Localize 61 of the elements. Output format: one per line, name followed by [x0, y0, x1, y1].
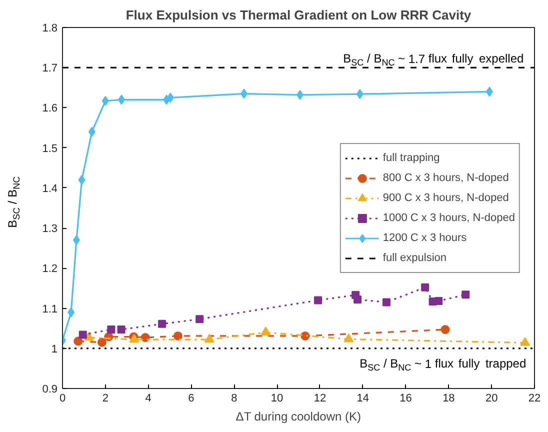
y-tick-label: 1.1: [42, 303, 58, 316]
x-axis-title: ΔT during cooldown (K): [236, 410, 361, 424]
point: [173, 331, 182, 340]
legend-label: 1200 C x 3 hours: [382, 230, 467, 244]
y-tick-label: 0.9: [42, 384, 58, 396]
point: [68, 307, 75, 318]
point: [260, 326, 271, 336]
legend-label: 900 C x 3 hours, N-doped: [382, 190, 509, 204]
x-tick-label: 0: [59, 392, 66, 404]
y-axis-title: BSC / BNC: [6, 176, 22, 228]
x-tick-label: 4: [145, 392, 152, 404]
point: [486, 86, 493, 97]
point: [520, 337, 530, 346]
x-tick-label: 10: [270, 392, 284, 404]
point: [196, 315, 204, 324]
point: [356, 89, 364, 100]
point: [102, 96, 109, 106]
x-tick-label: 18: [442, 392, 455, 404]
x-tick-label: 20: [485, 392, 498, 404]
point: [382, 298, 390, 306]
point: [344, 333, 354, 342]
point: [88, 126, 96, 137]
legend-label: full expulsion: [382, 250, 446, 264]
x-tick-label: 2: [102, 392, 108, 404]
x-tick-label: 8: [231, 392, 238, 404]
x-tick-label: 12: [314, 392, 326, 404]
y-tick-label: 1.4: [42, 182, 58, 195]
x-tick-label: 6: [188, 392, 194, 404]
point: [74, 336, 83, 346]
point: [314, 296, 322, 304]
y-tick-label: 1.6: [42, 102, 58, 115]
point: [78, 330, 87, 339]
x-tick-label: 16: [400, 392, 412, 404]
legend-label: 800 C x 3 hours, N-doped: [382, 170, 509, 184]
legend-label: full trapping: [382, 150, 440, 164]
point: [462, 290, 470, 299]
y-tick-label: 1.7: [42, 62, 58, 75]
point: [72, 235, 80, 246]
point: [158, 320, 166, 328]
point: [140, 333, 150, 342]
point: [434, 297, 443, 306]
point: [107, 326, 116, 334]
y-tick-label: 1.3: [42, 223, 58, 236]
point: [421, 283, 430, 292]
y-tick-label: 1.8: [42, 22, 58, 34]
point: [97, 338, 106, 347]
point: [440, 325, 450, 334]
point: [354, 295, 362, 304]
x-tick-label: 14: [356, 392, 369, 404]
legend-label: 1000 C x 3 hours, N-doped: [382, 210, 515, 224]
point: [78, 174, 86, 185]
point: [240, 88, 248, 99]
point: [166, 92, 174, 103]
point: [300, 331, 310, 340]
y-tick-label: 1.5: [42, 142, 58, 155]
chart-title: Flux Expulsion vs Thermal Gradient on Low RRR Cavity: [126, 8, 472, 22]
point: [204, 334, 214, 343]
point: [117, 326, 126, 334]
x-tick-label: 22: [528, 392, 541, 404]
y-tick-label: 1: [51, 343, 58, 356]
y-tick-label: 1.2: [42, 263, 58, 276]
